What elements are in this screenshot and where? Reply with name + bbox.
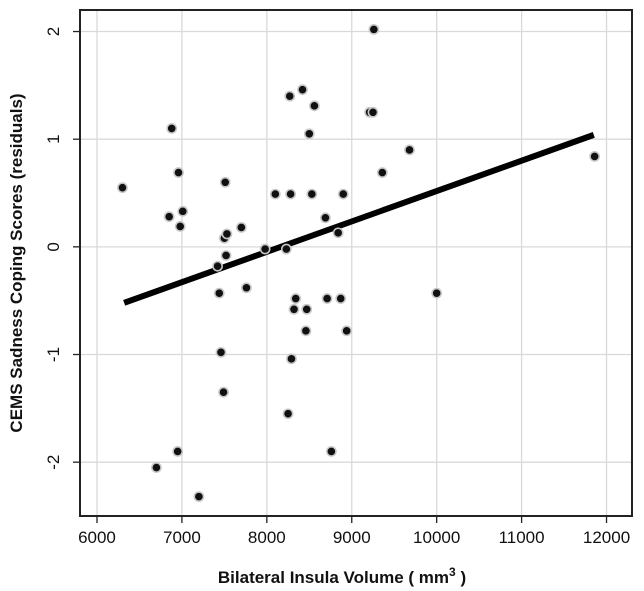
y-tick-label: 0 (44, 242, 63, 251)
data-point (297, 84, 308, 96)
data-points (117, 23, 601, 503)
data-point (367, 106, 379, 118)
x-tick-label: 7000 (163, 528, 201, 547)
data-point (166, 123, 178, 134)
data-point (335, 293, 347, 304)
x-tick-label: 12000 (583, 528, 630, 547)
y-tick-label: 2 (44, 27, 63, 36)
y-tick-label: -2 (44, 455, 63, 470)
x-tick-label: 8000 (248, 528, 286, 547)
data-point (286, 353, 297, 365)
data-point (308, 100, 320, 112)
data-point (320, 212, 331, 224)
data-point (280, 243, 292, 255)
data-point (241, 282, 252, 294)
y-tick-label: -1 (44, 347, 63, 362)
data-point (337, 188, 349, 200)
data-point (177, 205, 189, 217)
data-point (300, 325, 312, 337)
data-point (285, 188, 297, 200)
data-point (218, 386, 229, 398)
x-axis-title-main: Bilateral Insula Volume ( mm (218, 568, 449, 587)
data-point (221, 228, 233, 240)
data-point (376, 167, 388, 178)
data-point (301, 303, 313, 315)
data-point (259, 243, 271, 255)
x-axis-title: Bilateral Insula Volume ( mm3 ) (218, 565, 466, 587)
data-point (174, 220, 186, 232)
data-point (589, 151, 601, 162)
data-point (431, 287, 443, 299)
data-point (341, 325, 353, 337)
data-point (151, 462, 162, 473)
data-point (368, 23, 380, 35)
y-tick-label: 1 (44, 134, 63, 143)
data-point (215, 346, 227, 358)
data-point (219, 176, 231, 188)
x-tick-label: 11000 (499, 528, 545, 547)
data-point (193, 491, 205, 503)
y-axis-title: CEMS Sadness Coping Scores (residuals) (7, 93, 26, 432)
data-point (306, 188, 318, 200)
data-point (213, 287, 225, 299)
data-point (269, 188, 281, 200)
data-point (325, 446, 337, 457)
axis-ticks: 6000 7000 8000 9000 10000 11000 12000 -2 -1 0 1 2 (44, 27, 630, 547)
x-axis-title-superscript: 3 (449, 565, 456, 579)
data-point (288, 303, 300, 315)
data-point (117, 182, 128, 194)
data-point (290, 293, 302, 304)
data-point (332, 227, 344, 239)
data-point (303, 128, 315, 140)
data-point (404, 144, 415, 156)
plot-frame (79, 9, 633, 517)
data-point (173, 167, 184, 178)
data-point (172, 446, 184, 457)
data-point (220, 250, 232, 261)
data-point (282, 408, 294, 420)
grid (80, 10, 632, 516)
data-point (212, 260, 223, 272)
data-point (321, 293, 333, 304)
x-tick-label: 6000 (78, 528, 116, 547)
x-tick-label: 9000 (333, 528, 371, 547)
x-tick-label: 10000 (413, 528, 460, 547)
data-point (235, 222, 247, 233)
regression-line (123, 132, 595, 306)
data-point (163, 211, 175, 223)
x-axis-title-suffix: ) (456, 568, 466, 587)
data-point (284, 90, 296, 102)
